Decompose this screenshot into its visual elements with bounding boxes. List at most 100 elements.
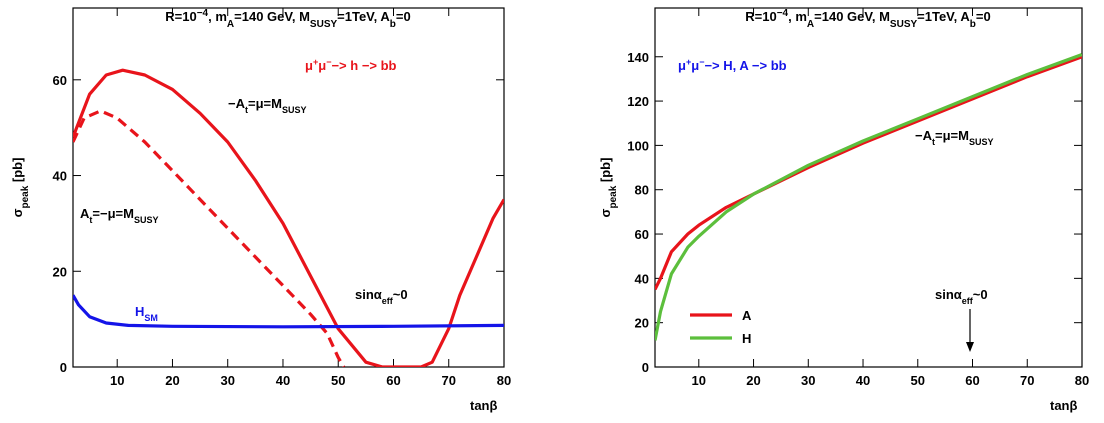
x-tick-label: 30 <box>801 373 815 388</box>
text-part: eff <box>382 296 394 306</box>
text-part: =140 GeV, M <box>814 9 890 24</box>
text-part: ~0 <box>393 287 408 302</box>
y-tick-label: 40 <box>53 169 67 184</box>
text-part: =140 GeV, M <box>234 9 310 24</box>
annotation: HSM <box>135 304 158 323</box>
text-part: SUSY <box>310 19 338 30</box>
x-tick-label: 70 <box>442 373 456 388</box>
annotation: At=−μ=MSUSY <box>80 206 158 225</box>
text-part: σ <box>10 208 25 217</box>
series-line <box>73 68 504 367</box>
arrow-head <box>966 342 974 352</box>
series-line <box>655 55 1082 291</box>
y-tick-label: 80 <box>635 183 649 198</box>
text-part: =0 <box>396 9 411 24</box>
text-part: μ <box>305 58 313 73</box>
text-part: − <box>326 57 331 67</box>
series-line <box>73 109 346 367</box>
legend-label: A <box>742 308 752 323</box>
annotation: sinαeff~0 <box>355 287 408 306</box>
text-part: , m <box>788 9 807 24</box>
text-part: eff <box>962 296 974 306</box>
x-tick-label: 70 <box>1020 373 1034 388</box>
y-tick-label: 60 <box>635 227 649 242</box>
text-part: SUSY <box>282 105 307 115</box>
text-part: t <box>245 105 248 115</box>
x-tick-label: 20 <box>746 373 760 388</box>
text-part: A <box>807 19 814 30</box>
text-part: μ <box>691 58 699 73</box>
chart-title: R=10−4, mA=140 GeV, MSUSY=1TeV, Ab=0 <box>165 8 410 30</box>
text-part: R=10 <box>745 9 776 24</box>
text-part: −4 <box>777 8 789 19</box>
y-tick-label: 20 <box>53 264 67 279</box>
y-tick-label: 140 <box>627 50 649 65</box>
text-part: tanβ <box>1050 398 1078 413</box>
text-part: SUSY <box>969 137 994 147</box>
text-part: −> H, A −> bb <box>704 58 786 73</box>
plot-frame <box>72 7 505 368</box>
text-part: =−μ=M <box>92 206 134 221</box>
text-part: −A <box>228 96 246 111</box>
y-tick-label: 120 <box>627 94 649 109</box>
text-part: , m <box>208 9 227 24</box>
series-line <box>655 52 1082 341</box>
text-part: R=10 <box>165 9 196 24</box>
text-part: SM <box>144 313 158 323</box>
text-part: − <box>699 57 704 67</box>
annotation: μ+μ−−> H, A −> bb <box>678 57 787 73</box>
text-part: SUSY <box>890 19 918 30</box>
annotation: μ+μ−−> h −> bb <box>305 57 397 73</box>
y-tick-label: 100 <box>627 138 649 153</box>
plot-frame <box>654 7 1083 368</box>
y-axis-label: σpeak [pb] <box>10 158 31 218</box>
text-part: sinα <box>355 287 382 302</box>
x-axis-label: tanβ <box>1050 398 1078 413</box>
text-part: t <box>932 137 935 147</box>
series-line <box>73 294 504 329</box>
y-tick-label: 0 <box>60 360 67 375</box>
text-part: peak <box>20 185 31 208</box>
legend-label: H <box>742 331 751 346</box>
text-part: tanβ <box>470 398 498 413</box>
text-part: −> h −> bb <box>331 58 396 73</box>
x-tick-label: 80 <box>1075 373 1089 388</box>
y-tick-label: 0 <box>642 360 649 375</box>
text-part: [pb] <box>10 158 25 186</box>
text-part: =μ=M <box>248 96 282 111</box>
x-tick-label: 30 <box>220 373 234 388</box>
x-tick-label: 50 <box>911 373 925 388</box>
text-part: ~0 <box>973 287 988 302</box>
text-part: + <box>313 57 318 67</box>
x-tick-label: 10 <box>110 373 124 388</box>
x-tick-label: 60 <box>965 373 979 388</box>
text-part: =μ=M <box>935 128 969 143</box>
text-part: =1TeV, A <box>337 9 390 24</box>
text-part: μ <box>678 58 686 73</box>
x-tick-label: 60 <box>386 373 400 388</box>
text-part: b <box>970 19 976 30</box>
text-part: sinα <box>935 287 962 302</box>
annotation: −At=μ=MSUSY <box>915 128 993 147</box>
x-tick-label: 10 <box>692 373 706 388</box>
text-part: =0 <box>976 9 991 24</box>
text-part: A <box>227 19 234 30</box>
x-tick-label: 20 <box>165 373 179 388</box>
y-tick-label: 60 <box>53 73 67 88</box>
text-part: −A <box>915 128 933 143</box>
text-part: + <box>686 57 691 67</box>
x-tick-label: 80 <box>497 373 511 388</box>
text-part: =1TeV, A <box>917 9 970 24</box>
text-part: b <box>390 19 396 30</box>
x-tick-label: 50 <box>331 373 345 388</box>
text-part: SUSY <box>134 215 159 225</box>
y-axis-label: σpeak [pb] <box>598 158 619 218</box>
text-part: A <box>80 206 90 221</box>
text-part: −4 <box>197 8 209 19</box>
x-axis-label: tanβ <box>470 398 498 413</box>
annotation: −At=μ=MSUSY <box>228 96 306 115</box>
y-tick-label: 40 <box>635 271 649 286</box>
text-part: t <box>89 215 92 225</box>
y-tick-label: 20 <box>635 316 649 331</box>
